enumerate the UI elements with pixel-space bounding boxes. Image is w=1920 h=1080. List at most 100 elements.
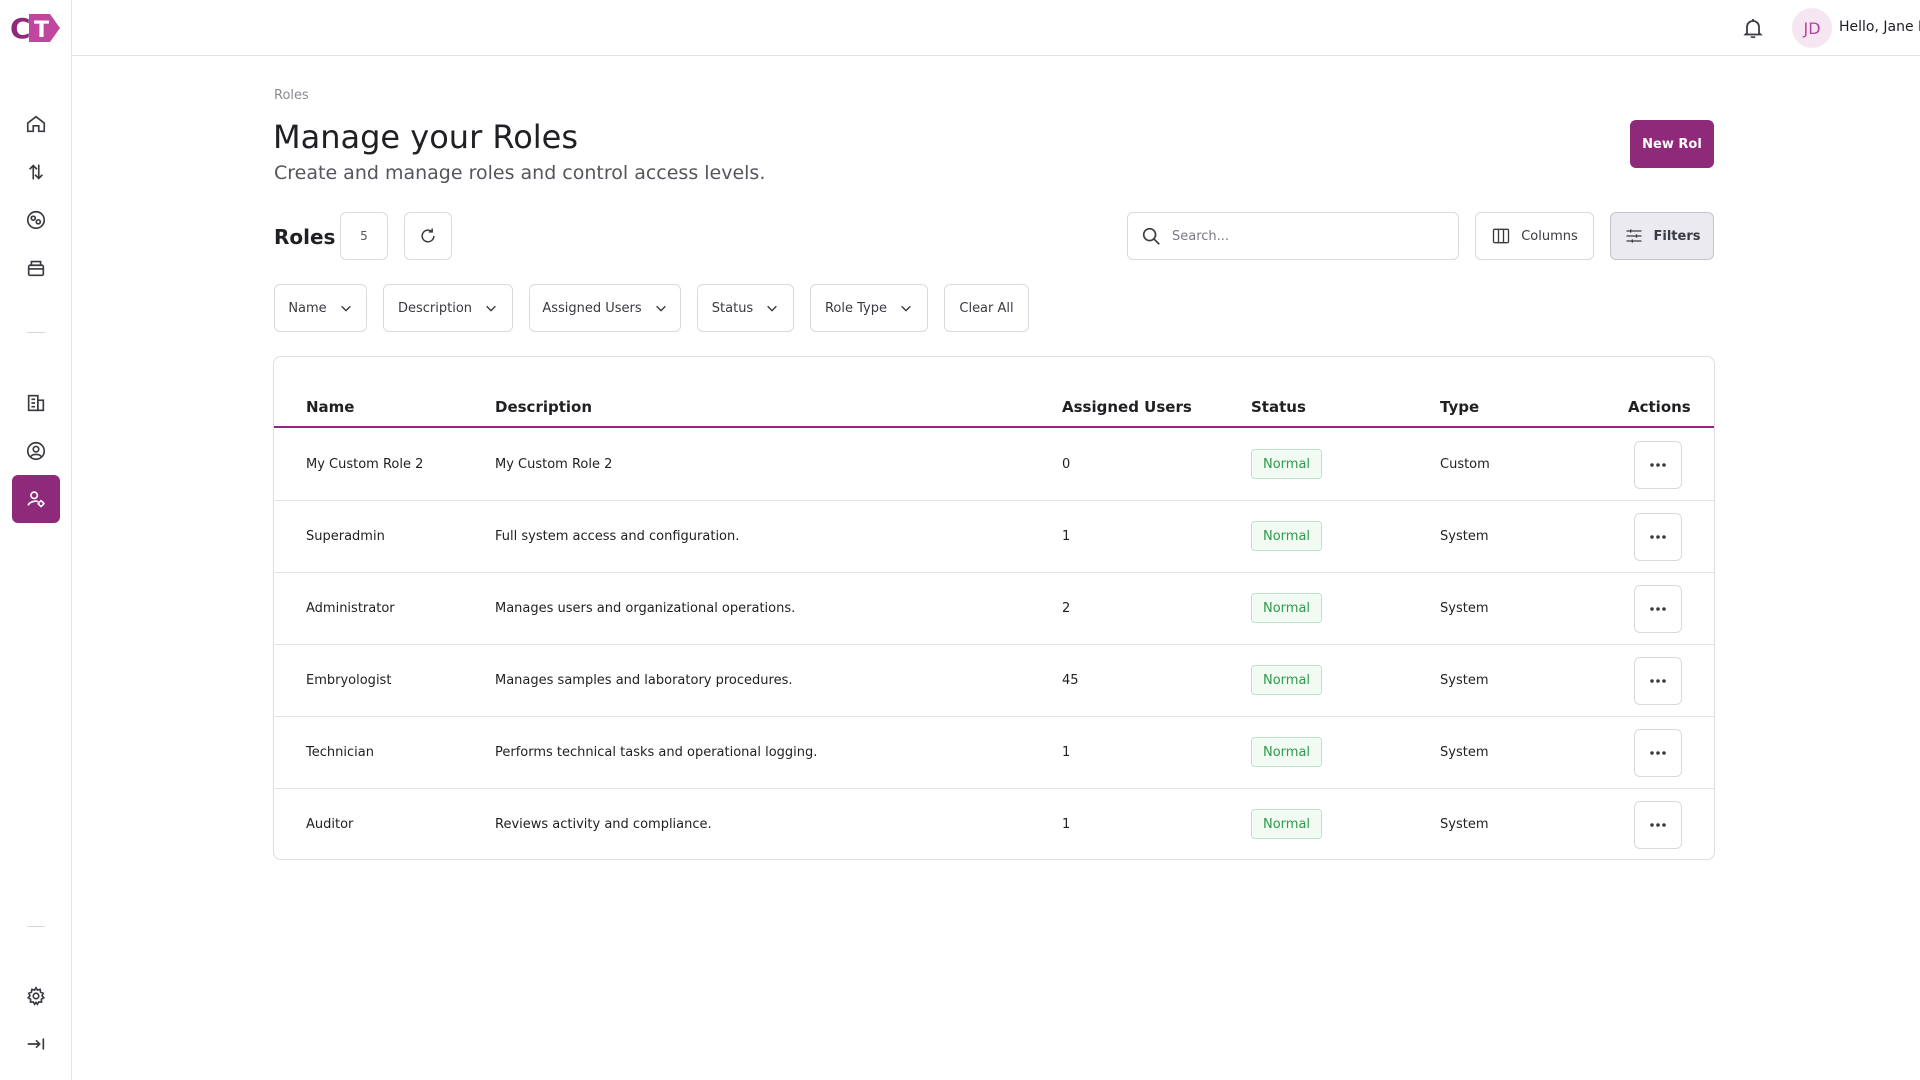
transfer-arrows-icon xyxy=(28,164,44,180)
columns-label: Columns xyxy=(1521,228,1578,244)
filter-chip-label: Name xyxy=(288,300,327,316)
more-icon xyxy=(1650,823,1666,827)
more-icon xyxy=(1650,607,1666,611)
refresh-button[interactable] xyxy=(404,212,452,260)
status-badge: Normal xyxy=(1251,737,1323,767)
role-description: Full system access and configuration. xyxy=(495,529,740,544)
role-name: My Custom Role 2 xyxy=(306,457,424,472)
table-row[interactable]: Embryologist Manages samples and laborat… xyxy=(274,645,1714,717)
sidebar-collapse-button[interactable] xyxy=(12,1020,60,1068)
status-badge: Normal xyxy=(1251,809,1323,839)
more-icon xyxy=(1650,751,1666,755)
filters-label: Filters xyxy=(1653,228,1701,244)
role-name: Administrator xyxy=(306,601,395,616)
sidebar-item-samples[interactable] xyxy=(12,196,60,244)
clear-all-label: Clear All xyxy=(959,300,1014,316)
row-actions-button[interactable] xyxy=(1634,657,1682,705)
filter-chip-label: Assigned Users xyxy=(542,300,642,316)
role-description: Performs technical tasks and operational… xyxy=(495,745,818,760)
chevron-down-icon xyxy=(767,305,778,312)
filter-chip-status[interactable]: Status xyxy=(697,284,794,332)
role-description: Manages samples and laboratory procedure… xyxy=(495,673,793,688)
svg-text:T: T xyxy=(34,18,49,43)
sidebar-item-organization[interactable] xyxy=(12,379,60,427)
role-type: System xyxy=(1440,745,1489,760)
embryo-icon xyxy=(26,210,46,230)
row-actions-button[interactable] xyxy=(1634,729,1682,777)
chevron-down-icon xyxy=(486,305,496,312)
clear-all-button[interactable]: Clear All xyxy=(944,284,1029,332)
home-icon xyxy=(26,115,46,133)
role-name: Auditor xyxy=(306,817,354,832)
role-description: Reviews activity and compliance. xyxy=(495,817,712,832)
table-row[interactable]: Superadmin Full system access and config… xyxy=(274,501,1714,573)
new-role-button[interactable]: New Rol xyxy=(1630,120,1714,168)
top-bar: JD Hello, Jane Doe xyxy=(72,0,1920,56)
role-assigned-users: 2 xyxy=(1062,601,1071,616)
role-assigned-users: 1 xyxy=(1062,745,1071,760)
role-assigned-users: 0 xyxy=(1062,457,1071,472)
storage-icon xyxy=(27,260,45,277)
sidebar-item-users[interactable] xyxy=(12,427,60,475)
status-badge: Normal xyxy=(1251,665,1323,695)
sidebar-divider-bottom xyxy=(27,926,45,927)
role-type: System xyxy=(1440,817,1489,832)
chevron-down-icon xyxy=(655,305,666,312)
column-header-assigned-users[interactable]: Assigned Users xyxy=(1062,398,1192,416)
search-icon xyxy=(1142,227,1160,245)
sidebar-item-roles[interactable] xyxy=(12,475,60,523)
column-header-name[interactable]: Name xyxy=(306,398,355,416)
app-logo[interactable]: C T xyxy=(10,10,62,46)
page-title: Manage your Roles xyxy=(273,118,579,156)
role-name: Embryologist xyxy=(306,673,392,688)
more-icon xyxy=(1650,535,1666,539)
svg-text:C: C xyxy=(10,12,31,45)
column-header-type[interactable]: Type xyxy=(1440,398,1480,416)
column-header-status[interactable]: Status xyxy=(1251,398,1306,416)
columns-icon xyxy=(1493,228,1510,244)
table-row[interactable]: Technician Performs technical tasks and … xyxy=(274,717,1714,789)
table-header: Name Description Assigned Users Status T… xyxy=(274,357,1714,428)
filter-chip-name[interactable]: Name xyxy=(274,284,367,332)
filter-chip-role-type[interactable]: Role Type xyxy=(810,284,928,332)
table-row[interactable]: Auditor Reviews activity and compliance.… xyxy=(274,789,1714,859)
filter-chip-description[interactable]: Description xyxy=(383,284,513,332)
sidebar-item-transfers[interactable] xyxy=(12,148,60,196)
logo-icon: C T xyxy=(10,12,60,45)
status-badge: Normal xyxy=(1251,449,1323,479)
filter-chip-label: Description xyxy=(397,300,473,316)
status-badge: Normal xyxy=(1251,593,1323,623)
sidebar-item-storage[interactable] xyxy=(12,244,60,292)
user-circle-icon xyxy=(26,441,46,461)
column-header-description[interactable]: Description xyxy=(495,398,593,416)
role-type: System xyxy=(1440,601,1489,616)
row-actions-button[interactable] xyxy=(1634,585,1682,633)
row-actions-button[interactable] xyxy=(1634,801,1682,849)
roles-table: Name Description Assigned Users Status T… xyxy=(273,356,1715,860)
role-assigned-users: 1 xyxy=(1062,817,1071,832)
row-actions-button[interactable] xyxy=(1634,441,1682,489)
table-row[interactable]: My Custom Role 2 My Custom Role 2 0 Norm… xyxy=(274,429,1714,501)
user-greeting[interactable]: Hello, Jane Doe xyxy=(1839,19,1920,35)
role-type: System xyxy=(1440,673,1489,688)
row-actions-button[interactable] xyxy=(1634,513,1682,561)
status-badge: Normal xyxy=(1251,521,1323,551)
breadcrumb[interactable]: Roles xyxy=(274,88,309,103)
columns-button[interactable]: Columns xyxy=(1475,212,1594,260)
filter-chip-assigned-users[interactable]: Assigned Users xyxy=(529,284,681,332)
role-description: Manages users and organizational operati… xyxy=(495,601,796,616)
sidebar-item-home[interactable] xyxy=(12,100,60,148)
sidebar-item-settings[interactable] xyxy=(12,972,60,1020)
filters-button[interactable]: Filters xyxy=(1610,212,1714,260)
refresh-icon xyxy=(421,228,435,243)
search-box[interactable] xyxy=(1127,212,1459,260)
search-input[interactable] xyxy=(1172,228,1442,244)
avatar[interactable]: JD xyxy=(1792,8,1832,48)
filter-chip-label: Role Type xyxy=(824,300,887,316)
sliders-icon xyxy=(1626,229,1641,243)
bell-icon[interactable] xyxy=(1741,16,1765,40)
role-assigned-users: 1 xyxy=(1062,529,1071,544)
table-row[interactable]: Administrator Manages users and organiza… xyxy=(274,573,1714,645)
roles-count-badge: 5 xyxy=(340,212,388,260)
collapse-icon xyxy=(27,1038,45,1050)
